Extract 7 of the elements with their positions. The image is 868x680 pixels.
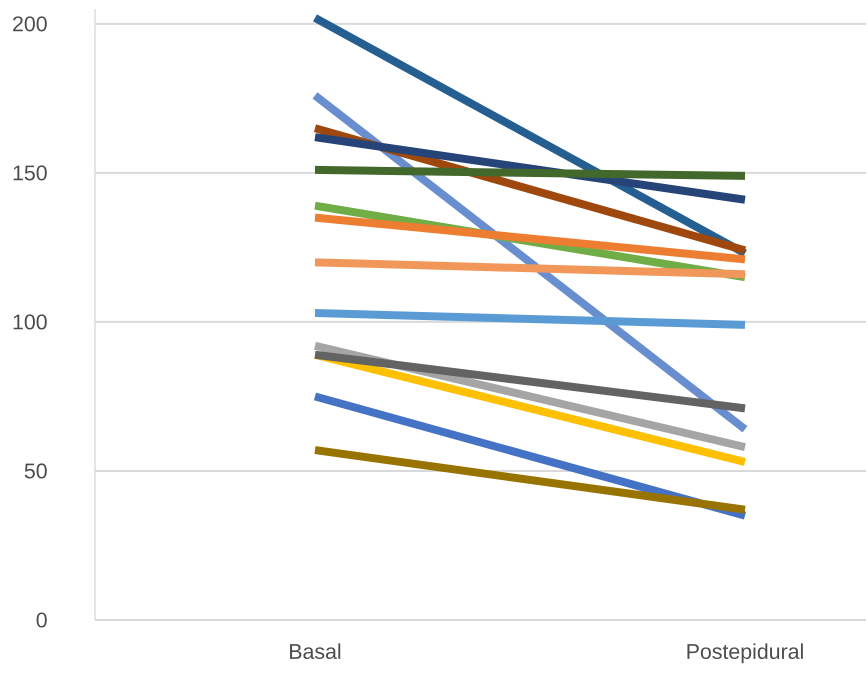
y-tick-label: 0 [36, 612, 47, 628]
y-tick-label: 200 [13, 16, 47, 32]
y-tick-label: 50 [24, 463, 47, 479]
x-tick-label: Basal [290, 643, 340, 660]
x-tick-label: Postepidural [687, 643, 803, 664]
y-tick-label: 100 [14, 314, 47, 330]
y-tick-label: 150 [14, 165, 47, 180]
